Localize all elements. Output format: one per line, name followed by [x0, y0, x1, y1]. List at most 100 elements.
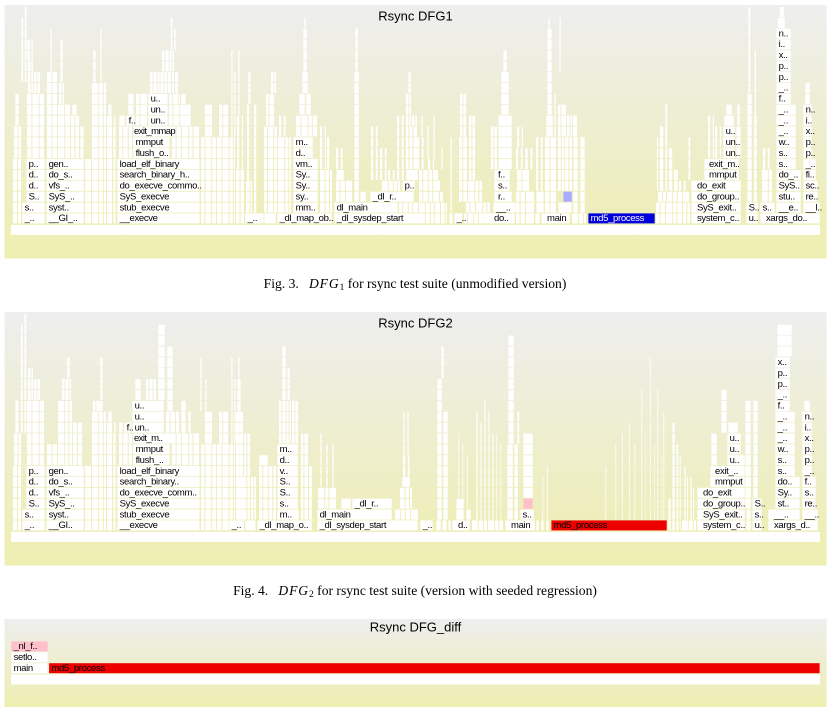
svg-text:u..: u..	[135, 401, 145, 412]
svg-text:_..: _..	[778, 126, 789, 137]
svg-text:__..: __..	[773, 509, 789, 520]
svg-text:m..: m..	[296, 137, 308, 148]
svg-text:__..: __..	[804, 509, 820, 520]
svg-text:SyS_execve: SyS_execve	[120, 191, 170, 202]
svg-text:n..: n..	[779, 28, 789, 39]
svg-text:do_group..: do_group..	[697, 191, 739, 202]
svg-text:_..: _..	[777, 422, 788, 433]
svg-text:s..: s..	[778, 455, 787, 466]
svg-text:system_c..: system_c..	[703, 520, 745, 531]
svg-text:fi..: fi..	[806, 170, 815, 181]
svg-text:_..: _..	[247, 213, 258, 224]
svg-text:__..: __..	[495, 202, 511, 213]
svg-text:f..: f..	[127, 422, 134, 433]
svg-text:n..: n..	[805, 411, 815, 422]
svg-text:p..: p..	[29, 159, 39, 170]
svg-text:_..: _..	[778, 83, 789, 94]
svg-text:d..: d..	[29, 170, 39, 181]
svg-text:__execve: __execve	[119, 520, 158, 531]
svg-text:_..: _..	[805, 159, 816, 170]
svg-text:x..: x..	[806, 126, 815, 137]
svg-text:mmput: mmput	[136, 444, 164, 455]
svg-text:vfs_..: vfs_..	[49, 181, 70, 192]
svg-text:SyS..: SyS..	[779, 181, 800, 192]
svg-text:p..: p..	[806, 148, 816, 159]
svg-text:system_c..: system_c..	[697, 213, 739, 224]
svg-text:f..: f..	[129, 115, 136, 126]
svg-text:dl_main: dl_main	[337, 202, 368, 213]
svg-text:_..: _..	[778, 115, 789, 126]
svg-text:main: main	[14, 663, 33, 674]
svg-text:x..: x..	[778, 357, 787, 368]
svg-text:_..: _..	[231, 520, 242, 531]
svg-text:md5_process: md5_process	[51, 663, 105, 674]
svg-text:__e..: __e..	[778, 202, 798, 213]
svg-text:_..: _..	[777, 411, 788, 422]
svg-text:s..: s..	[778, 466, 787, 477]
svg-text:st..: st..	[778, 498, 789, 509]
svg-text:p..: p..	[805, 444, 815, 455]
svg-text:mmput: mmput	[709, 170, 737, 181]
svg-text:p..: p..	[29, 466, 39, 477]
svg-text:_..: _..	[24, 520, 35, 531]
svg-text:d..: d..	[29, 181, 39, 192]
svg-text:i..: i..	[806, 115, 812, 126]
svg-text:sy..: sy..	[296, 191, 309, 202]
svg-text:dl_main: dl_main	[320, 509, 351, 520]
svg-text:u..: u..	[749, 213, 759, 224]
svg-text:_..: _..	[456, 213, 467, 224]
svg-text:u..: u..	[151, 94, 161, 105]
svg-text:Sy..: Sy..	[296, 181, 310, 192]
svg-text:_dl_sysdep_start: _dl_sysdep_start	[336, 213, 404, 224]
svg-text:setlo..: setlo..	[14, 652, 37, 663]
svg-text:__GI..: __GI..	[48, 520, 73, 531]
svg-text:Sy..: Sy..	[778, 488, 792, 499]
svg-text:s..: s..	[25, 202, 34, 213]
svg-text:Fig. 3. DFG1 for rsync test: Fig. 3. DFG1 for rsync test suite (unmod…	[264, 276, 567, 293]
svg-text:f..: f..	[779, 94, 786, 105]
svg-text:d..: d..	[280, 455, 290, 466]
svg-text:S..: S..	[280, 477, 291, 488]
svg-text:load_elf_binary: load_elf_binary	[120, 466, 180, 477]
svg-text:search_binary..: search_binary..	[120, 477, 179, 488]
svg-text:w..: w..	[777, 444, 789, 455]
svg-text:u..: u..	[726, 126, 736, 137]
svg-text:re..: re..	[805, 498, 817, 509]
svg-text:Rsync DFG_diff: Rsync DFG_diff	[370, 620, 462, 635]
svg-text:r..: r..	[498, 191, 505, 202]
svg-text:md5_process: md5_process	[591, 213, 645, 224]
svg-text:do_exit: do_exit	[703, 488, 732, 499]
svg-text:un..: un..	[726, 137, 741, 148]
svg-text:load_elf_binary: load_elf_binary	[120, 159, 180, 170]
svg-text:S..: S..	[755, 498, 766, 509]
svg-text:m..: m..	[280, 509, 292, 520]
svg-text:md5_process: md5_process	[554, 520, 608, 531]
svg-text:mmput: mmput	[136, 137, 164, 148]
svg-text:xargs_d..: xargs_d..	[774, 520, 810, 531]
svg-text:i..: i..	[805, 422, 811, 433]
svg-text:s..: s..	[523, 509, 532, 520]
svg-text:SyS_exit..: SyS_exit..	[697, 202, 736, 213]
svg-text:d..: d..	[458, 520, 468, 531]
svg-text:SyS_..: SyS_..	[49, 498, 75, 509]
svg-text:mm..: mm..	[296, 202, 316, 213]
svg-text:un..: un..	[726, 148, 741, 159]
svg-text:__GI_..: __GI_..	[48, 213, 78, 224]
svg-text:SyS_..: SyS_..	[49, 191, 75, 202]
svg-text:_dl_r..: _dl_r..	[354, 498, 379, 509]
svg-text:v..: v..	[280, 466, 288, 477]
svg-text:u..: u..	[135, 411, 145, 422]
svg-text:p..: p..	[405, 181, 415, 192]
svg-text:SyS_execve: SyS_execve	[120, 498, 170, 509]
svg-text:sc..: sc..	[806, 181, 819, 192]
svg-text:_nl_f..: _nl_f..	[13, 641, 38, 652]
svg-text:_..: _..	[422, 520, 433, 531]
svg-text:vfs_..: vfs_..	[49, 488, 70, 499]
svg-text:stub_execve: stub_execve	[120, 509, 170, 520]
svg-text:_..: _..	[804, 466, 815, 477]
svg-text:f..: f..	[498, 170, 505, 181]
svg-text:__execve: __execve	[119, 213, 158, 224]
svg-text:u..: u..	[730, 444, 740, 455]
svg-text:mmput: mmput	[715, 477, 743, 488]
svg-text:Rsync DFG1: Rsync DFG1	[378, 9, 452, 24]
